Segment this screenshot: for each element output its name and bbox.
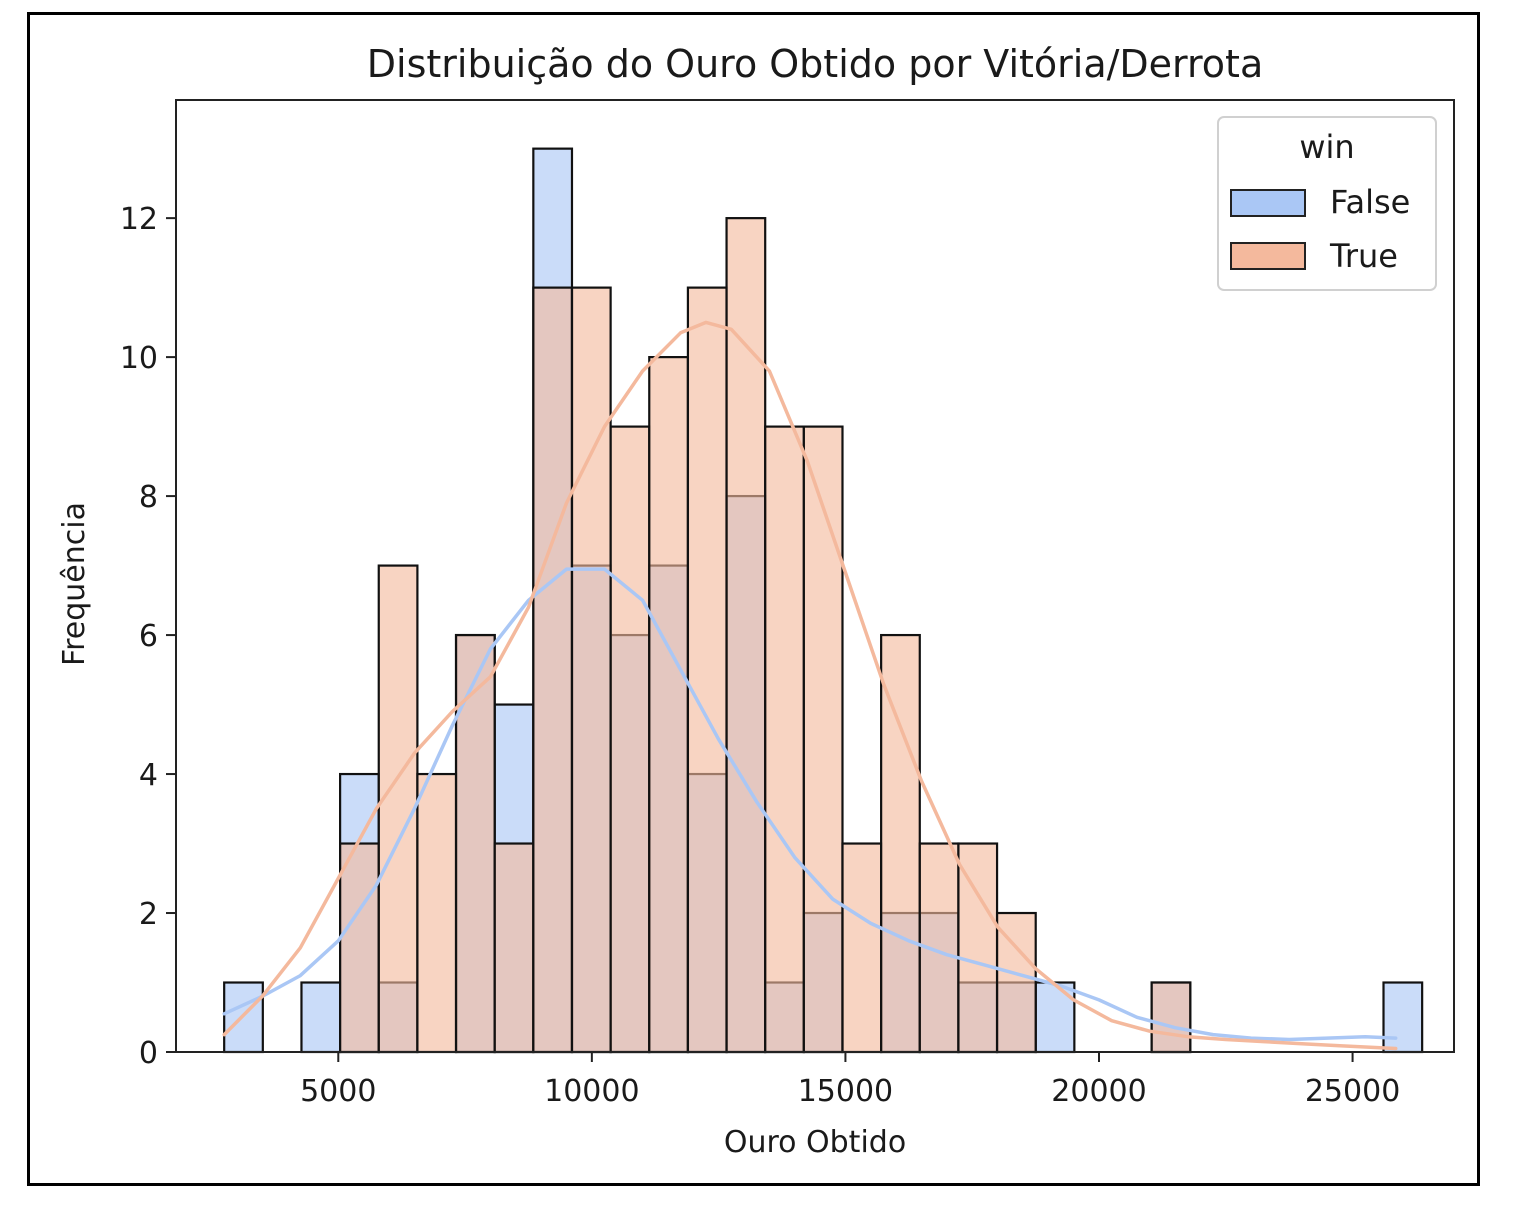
plot-area-border <box>175 99 1455 1053</box>
bar-true <box>532 286 574 1054</box>
kde-line-false <box>222 567 1398 1042</box>
bars-true <box>339 217 1192 1054</box>
y-axis: 0 2 4 6 8 10 12 <box>120 202 176 1071</box>
x-tick-label: 20000 <box>1051 1074 1146 1109</box>
bar-true <box>493 842 535 1054</box>
y-tick-label: 6 <box>139 619 158 654</box>
legend-swatch-true <box>1230 242 1306 270</box>
legend-swatch-false <box>1230 189 1306 217</box>
x-tick-label: 25000 <box>1305 1074 1400 1109</box>
bar-true <box>609 425 651 1054</box>
bar-true <box>454 633 496 1054</box>
legend-label-false: False <box>1330 183 1410 221</box>
bar-true <box>764 425 805 1054</box>
legend: win False True <box>1217 116 1437 291</box>
x-axis: 5000 10000 15000 20000 25000 <box>300 1052 1400 1109</box>
bar-false <box>1382 981 1424 1054</box>
bar-true <box>339 842 380 1054</box>
kde-layer <box>222 320 1398 1051</box>
bar-true <box>377 564 419 1054</box>
y-axis-label: Frequência <box>57 502 92 666</box>
bar-true <box>1150 981 1192 1054</box>
bar-true <box>416 772 458 1054</box>
y-tick-label: 10 <box>120 341 158 376</box>
bar-true <box>686 286 728 1054</box>
y-tick-label: 2 <box>139 897 158 932</box>
x-tick-label: 10000 <box>544 1074 639 1109</box>
y-tick-label: 4 <box>139 758 158 793</box>
kde-line-true <box>222 320 1398 1051</box>
x-axis-label: Ouro Obtido <box>724 1125 906 1160</box>
y-tick-label: 12 <box>120 202 158 237</box>
bar-false <box>1034 981 1076 1054</box>
chart-title: Distribuição do Ouro Obtido por Vitória/… <box>367 42 1264 86</box>
bar-false <box>300 981 342 1054</box>
y-tick-label: 8 <box>139 480 158 515</box>
bar-true <box>880 633 921 1054</box>
legend-title: win <box>1299 128 1354 166</box>
bar-true <box>648 356 690 1054</box>
y-tick-label: 0 <box>139 1036 158 1071</box>
bar-true <box>841 842 883 1054</box>
x-tick-label: 5000 <box>300 1074 376 1109</box>
bar-true <box>570 286 612 1054</box>
legend-label-true: True <box>1329 237 1398 275</box>
bar-true <box>802 425 844 1054</box>
x-tick-label: 15000 <box>798 1074 893 1109</box>
